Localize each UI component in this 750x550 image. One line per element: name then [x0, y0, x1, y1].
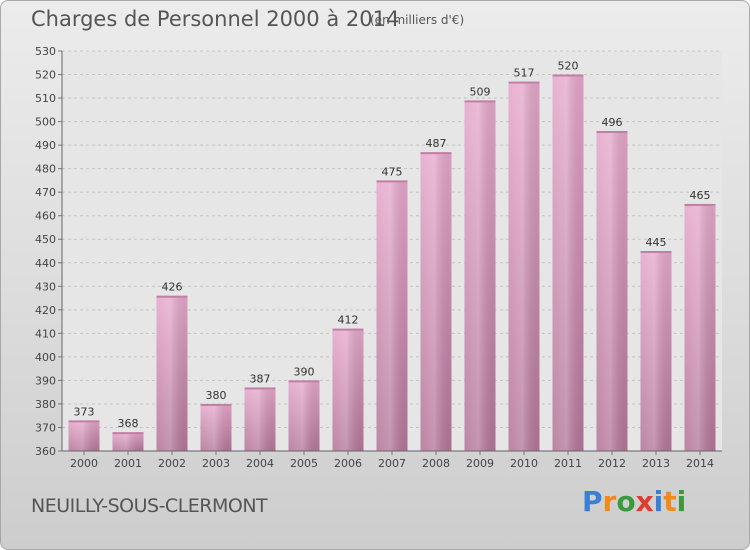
x-tick-label-2004: 2004	[246, 457, 274, 470]
y-tick-label: 400	[35, 351, 56, 364]
bar-shine-2004	[244, 387, 276, 451]
x-tick-label-2001: 2001	[114, 457, 142, 470]
logo-letter: i	[676, 485, 687, 518]
bar-shine-2007	[376, 180, 408, 452]
y-tick-label: 530	[35, 45, 56, 58]
value-label-2002: 426	[162, 281, 183, 294]
bar-top-2014	[684, 203, 716, 206]
x-tick-label-2012: 2012	[598, 457, 626, 470]
x-tick-label-2013: 2013	[642, 457, 670, 470]
x-tick-label-2006: 2006	[334, 457, 362, 470]
bar-top-2000	[68, 420, 100, 423]
bar-shine-2006	[332, 328, 364, 451]
y-tick-label: 470	[35, 186, 56, 199]
y-tick-label: 500	[35, 116, 56, 129]
value-label-2005: 390	[294, 365, 315, 378]
value-label-2007: 475	[382, 165, 403, 178]
bar-shine-2013	[640, 251, 672, 451]
value-labels: 373 368 426 380 387 390 412 475 487 509 517 520 496 4…	[74, 60, 711, 431]
x-tick-label-2003: 2003	[202, 457, 230, 470]
bar-top-2005	[288, 380, 320, 383]
bar-top-2008	[420, 152, 452, 155]
chart-subtitle: (en milliers d'€)	[370, 13, 465, 27]
value-label-2009: 509	[470, 85, 491, 98]
x-tick-label-2009: 2009	[466, 457, 494, 470]
logo-letter: o	[616, 485, 636, 518]
y-tick-label: 360	[35, 445, 56, 458]
x-tick-label-2002: 2002	[158, 457, 186, 470]
x-tick-label-2007: 2007	[378, 457, 406, 470]
logo-letter: x	[635, 485, 654, 518]
bar-shine-2010	[508, 81, 540, 452]
bar-top-2009	[464, 100, 496, 103]
bar-top-2004	[244, 387, 276, 390]
value-label-2010: 517	[514, 67, 535, 80]
bar-shine-2012	[596, 131, 628, 451]
chart-title: Charges de Personnel 2000 à 2014	[31, 7, 400, 31]
y-tick-label: 480	[35, 163, 56, 176]
value-label-2004: 387	[250, 372, 271, 385]
y-tick-label: 520	[35, 69, 56, 82]
value-label-2000: 373	[74, 405, 95, 418]
bar-top-2013	[640, 251, 672, 253]
bar-shine-2014	[684, 203, 716, 451]
y-tick-label: 390	[35, 374, 56, 387]
commune-name: NEUILLY-SOUS-CLERMONT	[31, 495, 268, 517]
logo-letter: P	[582, 485, 603, 518]
y-tick-label: 460	[35, 210, 56, 223]
bars	[68, 74, 716, 452]
y-tick-label: 380	[35, 398, 56, 411]
bar-top-2011	[552, 74, 584, 77]
bar-top-2003	[200, 403, 232, 406]
bar-shine-2005	[288, 380, 320, 451]
y-tick-labels: 360 370 380 390 400 410 420 430 440 450 460 470 480 4…	[35, 45, 62, 458]
value-label-2008: 487	[426, 137, 447, 150]
bar-shine-2011	[552, 74, 584, 451]
bar-shine-2008	[420, 152, 452, 452]
value-label-2013: 445	[646, 236, 667, 249]
logo-letter: r	[602, 485, 617, 518]
y-tick-label: 510	[35, 92, 56, 105]
x-tick-label-2014: 2014	[686, 457, 714, 470]
logo-letter: t	[663, 485, 677, 518]
bar-shine-2000	[68, 420, 100, 451]
axes	[61, 51, 722, 452]
x-tick-label-2008: 2008	[422, 457, 450, 470]
proxiti-logo: Proxiti	[582, 485, 686, 518]
y-tick-label: 440	[35, 257, 56, 270]
bar-top-2002	[156, 295, 188, 298]
bar-top-2001	[112, 432, 144, 435]
value-label-2006: 412	[338, 314, 359, 327]
bar-top-2012	[596, 131, 628, 133]
bar-shine-2002	[156, 295, 188, 451]
y-tick-label: 410	[35, 327, 56, 340]
y-tick-label: 420	[35, 304, 56, 317]
bar-shine-2009	[464, 100, 496, 451]
logo-letter: i	[653, 485, 664, 518]
value-label-2014: 465	[690, 189, 711, 202]
y-tick-label: 430	[35, 280, 56, 293]
bar-top-2010	[508, 81, 540, 84]
x-tick-label-2005: 2005	[290, 457, 318, 470]
x-tick-labels: 2000 2001 2002 2003 2004 2005 2006 2007 2008 2009…	[70, 451, 714, 470]
x-tick-label-2000: 2000	[70, 457, 98, 470]
y-tick-label: 450	[35, 233, 56, 246]
bar-shine-2003	[200, 403, 232, 451]
value-label-2011: 520	[558, 60, 579, 73]
bar-top-2007	[376, 180, 408, 183]
x-tick-label-2010: 2010	[510, 457, 538, 470]
value-label-2012: 496	[602, 116, 623, 129]
value-label-2001: 368	[118, 417, 139, 430]
value-label-2003: 380	[206, 389, 227, 402]
y-tick-label: 490	[35, 139, 56, 152]
bar-top-2006	[332, 328, 364, 331]
bar-shine-2001	[112, 432, 144, 451]
x-tick-label-2011: 2011	[554, 457, 582, 470]
y-tick-label: 370	[35, 421, 56, 434]
